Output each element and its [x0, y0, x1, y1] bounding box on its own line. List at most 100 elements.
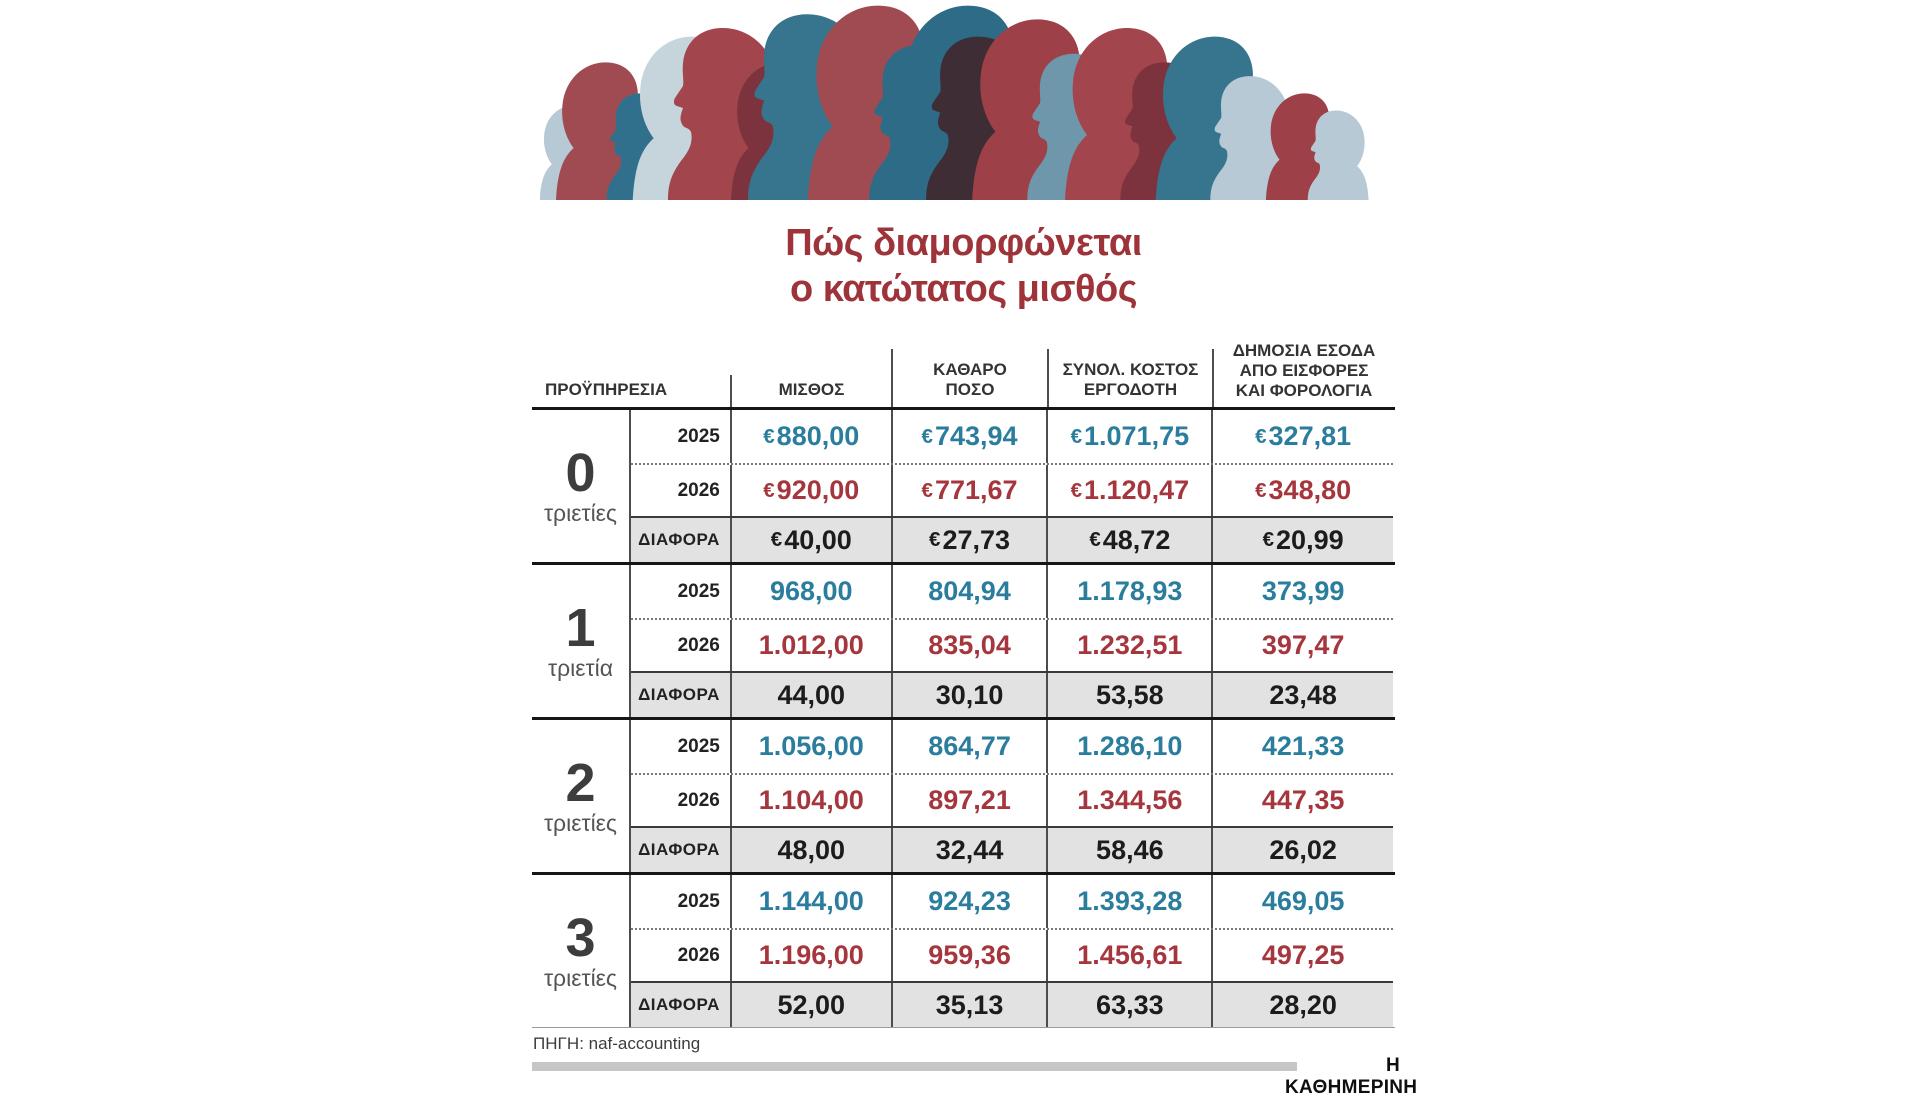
- people-silhouettes-banner: [540, 5, 1369, 200]
- row-label: ΔΙΑΦΟΡΑ: [638, 995, 720, 1014]
- value-cell: 28,20: [1211, 983, 1393, 1027]
- table-body: 0 τριετίες 2025 €880,00 €743,94 €1.071,75 €327…: [532, 407, 1395, 1028]
- value-cell: 1.104,00: [729, 775, 891, 826]
- row-2025: 2025 1.056,00 864,77 1.286,10 421,33: [631, 720, 1393, 775]
- value-cell: 1.456,61: [1046, 930, 1211, 981]
- group-rows: 2025 €880,00 €743,94 €1.071,75 €327,81 2026 €9…: [631, 410, 1393, 562]
- euro-sign: €: [770, 528, 783, 551]
- page-title: Πώς διαμορφώνεται ο κατώτατος μισθός: [532, 220, 1395, 312]
- value-cell: 1.178,93: [1046, 565, 1211, 618]
- group-label: 0 τριετίες: [532, 410, 631, 562]
- col-header-salary: ΜΙΣΘΟΣ: [730, 375, 892, 407]
- value-cell: 23,48: [1211, 673, 1393, 717]
- row-label: ΔΙΑΦΟΡΑ: [638, 685, 720, 704]
- euro-sign: €: [1070, 478, 1082, 502]
- row-label: 2025: [677, 890, 720, 912]
- row-diff: ΔΙΑΦΟΡΑ €40,00 €27,73 €48,72 €20,99: [631, 516, 1393, 562]
- row-diff: ΔΙΑΦΟΡΑ 44,00 30,10 53,58 23,48: [631, 671, 1393, 717]
- row-label: ΔΙΑΦΟΡΑ: [638, 530, 720, 549]
- value-cell: €327,81: [1211, 410, 1393, 463]
- group-unit: τριετίες: [543, 499, 618, 526]
- value-cell: €40,00: [729, 518, 891, 562]
- group-number: 1: [565, 597, 596, 658]
- value-cell: €48,72: [1046, 518, 1211, 562]
- value-cell: 30,10: [890, 673, 1047, 717]
- group-number: 2: [565, 752, 596, 813]
- row-diff: ΔΙΑΦΟΡΑ 52,00 35,13 63,33 28,20: [631, 981, 1393, 1027]
- euro-sign: €: [921, 478, 933, 502]
- page-title-line1: Πώς διαμορφώνεται: [785, 222, 1142, 264]
- value-cell: 421,33: [1211, 720, 1393, 773]
- experience-group-3: 3 τριετίες 2025 1.144,00 924,23 1.393,28 469,0…: [532, 872, 1395, 1027]
- euro-sign: €: [1255, 424, 1267, 448]
- value-cell: 1.012,00: [729, 620, 891, 671]
- row-label: 2025: [677, 425, 720, 447]
- row-2026: 2026 1.104,00 897,21 1.344,56 447,35: [631, 775, 1393, 826]
- euro-sign: €: [929, 528, 941, 551]
- value-cell: 1.393,28: [1046, 875, 1211, 928]
- euro-sign: €: [1255, 478, 1267, 502]
- value-cell: 58,46: [1046, 828, 1211, 872]
- row-2026: 2026 1.012,00 835,04 1.232,51 397,47: [631, 620, 1393, 671]
- group-rows: 2025 968,00 804,94 1.178,93 373,99 2026 1.012,…: [631, 565, 1393, 717]
- value-cell: 35,13: [890, 983, 1047, 1027]
- experience-group-2: 2 τριετίες 2025 1.056,00 864,77 1.286,10 421,3…: [532, 717, 1395, 872]
- value-cell: 864,77: [890, 720, 1047, 773]
- row-label: 2026: [677, 479, 720, 501]
- group-unit: τριετίες: [543, 809, 618, 836]
- value-cell: €348,80: [1211, 465, 1393, 516]
- group-number: 3: [565, 907, 596, 968]
- source-note: ΠΗΓΗ: naf-accounting: [533, 1034, 701, 1053]
- group-label: 2 τριετίες: [532, 720, 631, 872]
- group-rows: 2025 1.144,00 924,23 1.393,28 469,05 2026 1.19…: [631, 875, 1393, 1027]
- value-cell: 497,25: [1211, 930, 1393, 981]
- value-cell: 32,44: [890, 828, 1047, 872]
- value-cell: 469,05: [1211, 875, 1393, 928]
- value-cell: €920,00: [729, 465, 891, 516]
- group-label: 3 τριετίες: [532, 875, 631, 1027]
- value-cell: 397,47: [1211, 620, 1393, 671]
- euro-sign: €: [1262, 528, 1275, 551]
- value-cell: 1.286,10: [1046, 720, 1211, 773]
- value-cell: 1.196,00: [729, 930, 891, 981]
- wage-table: ΠΡΟΫΠΗΡΕΣΙΑ ΜΙΣΘΟΣ ΚΑΘΑΡΟ ΠΟΣΟ ΣΥΝΟΛ. ΚΟ…: [532, 341, 1395, 1028]
- value-cell: 959,36: [890, 930, 1047, 981]
- value-cell: €1.120,47: [1046, 465, 1211, 516]
- value-cell: 63,33: [1046, 983, 1211, 1027]
- page-title-line2: ο κατώτατος μισθός: [789, 268, 1138, 310]
- col-header-public-revenue: ΔΗΜΟΣΙΑ ΕΣΟΔΑ ΑΠΟ ΕΙΣΦΟΡΕΣ ΚΑΙ ΦΟΡΟΛΟΓΙΑ: [1212, 341, 1395, 407]
- col-header-experience: ΠΡΟΫΠΗΡΕΣΙΑ: [545, 380, 668, 399]
- value-cell: 1.144,00: [729, 875, 891, 928]
- euro-sign: €: [1070, 424, 1082, 448]
- row-label: 2026: [677, 944, 720, 966]
- value-cell: 835,04: [890, 620, 1047, 671]
- value-cell: 897,21: [890, 775, 1047, 826]
- value-cell: 373,99: [1211, 565, 1393, 618]
- group-number: 0: [565, 442, 596, 503]
- value-cell: €1.071,75: [1046, 410, 1211, 463]
- value-cell: €743,94: [890, 410, 1047, 463]
- euro-sign: €: [1089, 528, 1101, 551]
- value-cell: €20,99: [1211, 518, 1393, 562]
- value-cell: 48,00: [729, 828, 891, 872]
- value-cell: 968,00: [729, 565, 891, 618]
- row-label: 2026: [677, 789, 720, 811]
- value-cell: 1.232,51: [1046, 620, 1211, 671]
- row-label: 2025: [677, 735, 720, 757]
- publisher-logo: Η ΚΑΘΗΜΕΡΙΝΗ: [1285, 1055, 1418, 1098]
- row-label: ΔΙΑΦΟΡΑ: [638, 840, 720, 859]
- value-cell: 804,94: [890, 565, 1047, 618]
- footer-rule: [532, 1062, 1297, 1071]
- row-2026: 2026 1.196,00 959,36 1.456,61 497,25: [631, 930, 1393, 981]
- euro-sign: €: [763, 478, 775, 502]
- value-cell: 1.344,56: [1046, 775, 1211, 826]
- value-cell: 924,23: [890, 875, 1047, 928]
- row-2026: 2026 €920,00 €771,67 €1.120,47 €348,80: [631, 465, 1393, 516]
- experience-group-1: 1 τριετία 2025 968,00 804,94 1.178,93 373,99 20…: [532, 562, 1395, 717]
- row-diff: ΔΙΑΦΟΡΑ 48,00 32,44 58,46 26,02: [631, 826, 1393, 872]
- euro-sign: €: [763, 424, 775, 448]
- euro-sign: €: [921, 424, 933, 448]
- group-label: 1 τριετία: [532, 565, 631, 717]
- value-cell: 53,58: [1046, 673, 1211, 717]
- col-header-employer-cost: ΣΥΝΟΛ. ΚΟΣΤΟΣ ΕΡΓΟΔΟΤΗ: [1047, 349, 1213, 407]
